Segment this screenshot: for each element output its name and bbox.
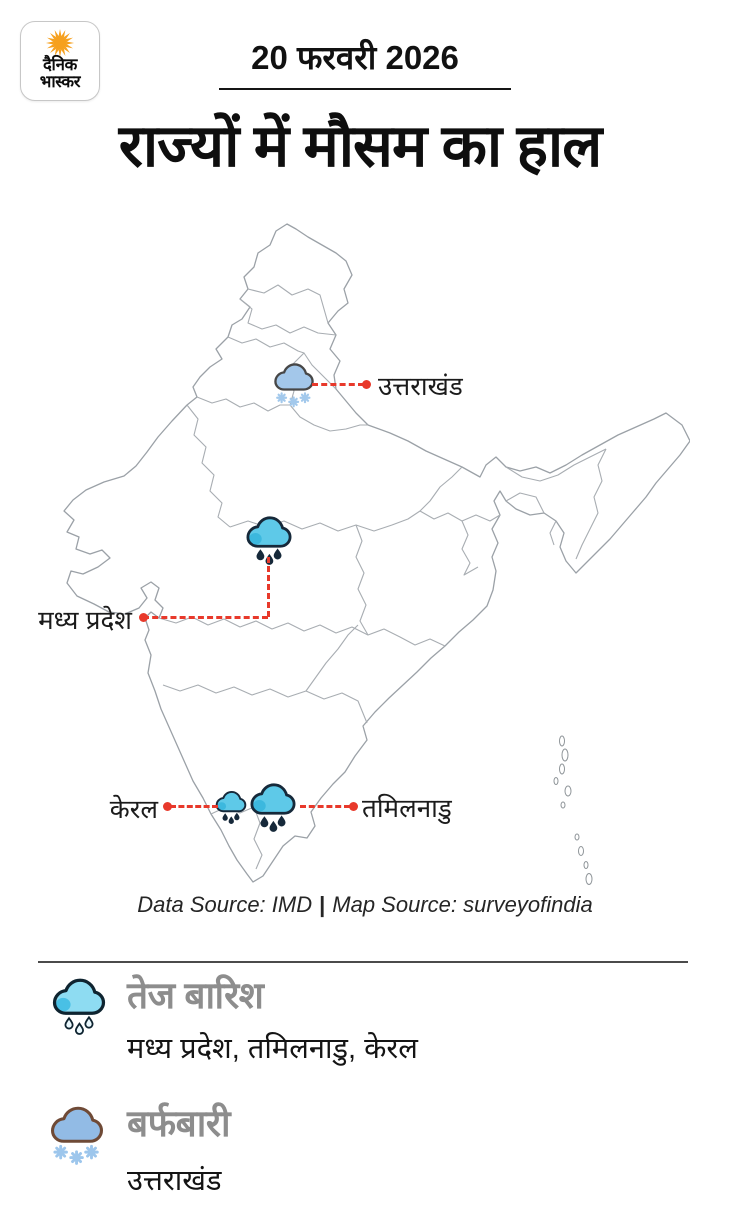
brand-name-line1: दैनिक <box>43 56 77 74</box>
data-source-text: Data Source: IMD <box>137 892 313 917</box>
state-label-uttarakhand: उत्तराखंड <box>378 371 463 401</box>
rain-cloud-icon <box>50 976 108 1036</box>
state-label-kerala: केरल <box>109 794 158 824</box>
map-source-note: Data Source: IMD | Map Source: surveyofind… <box>0 892 730 918</box>
rain-icon-tamil-nadu <box>248 781 298 833</box>
legend-title-snowfall: बर्फबारी <box>127 1103 231 1144</box>
brand-logo: दैनिक भास्कर <box>20 21 100 101</box>
map-source-text: Map Source: surveyofindia <box>332 892 593 917</box>
sun-icon <box>45 28 75 58</box>
leader-line-kerala <box>170 805 218 808</box>
state-label-madhya-pradesh: मध्य प्रदेश <box>38 605 132 635</box>
leader-dot-uttarakhand <box>362 380 371 389</box>
section-divider <box>38 961 688 963</box>
india-outline-path <box>63 223 690 883</box>
leader-dot-madhya-pradesh <box>139 613 148 622</box>
leader-line-madhya-pradesh-vertical <box>267 557 270 617</box>
brand-name: दैनिक भास्कर <box>40 57 81 91</box>
source-separator: | <box>319 892 326 917</box>
leader-dot-tamil-nadu <box>349 802 358 811</box>
state-label-tamil-nadu: तमिलनाडु <box>362 793 452 823</box>
india-map-outline <box>63 223 690 885</box>
rain-icon-kerala <box>214 789 248 825</box>
leader-line-madhya-pradesh <box>143 616 268 619</box>
legend-title-heavy-rain: तेज बारिश <box>127 975 264 1016</box>
leader-dot-kerala <box>163 802 172 811</box>
andaman-islands <box>553 735 593 885</box>
snow-cloud-icon <box>48 1104 106 1164</box>
legend-states-heavy-rain: मध्य प्रदेश, तमिलनाडु, केरल <box>127 1033 418 1065</box>
snowfall-icon-uttarakhand <box>272 361 316 407</box>
leader-line-tamil-nadu <box>300 805 350 808</box>
date-heading: 20 फरवरी 2026 <box>251 39 459 76</box>
brand-name-line2: भास्कर <box>39 72 81 91</box>
date-underline <box>219 88 511 90</box>
leader-line-uttarakhand <box>312 383 364 386</box>
india-map: उत्तराखंड मध्य प्रदेश केरल तमिलनाडु <box>38 215 690 905</box>
page-title: राज्यों में मौसम का हाल <box>118 113 602 179</box>
legend-states-snowfall: उत्तराखंड <box>127 1165 222 1197</box>
